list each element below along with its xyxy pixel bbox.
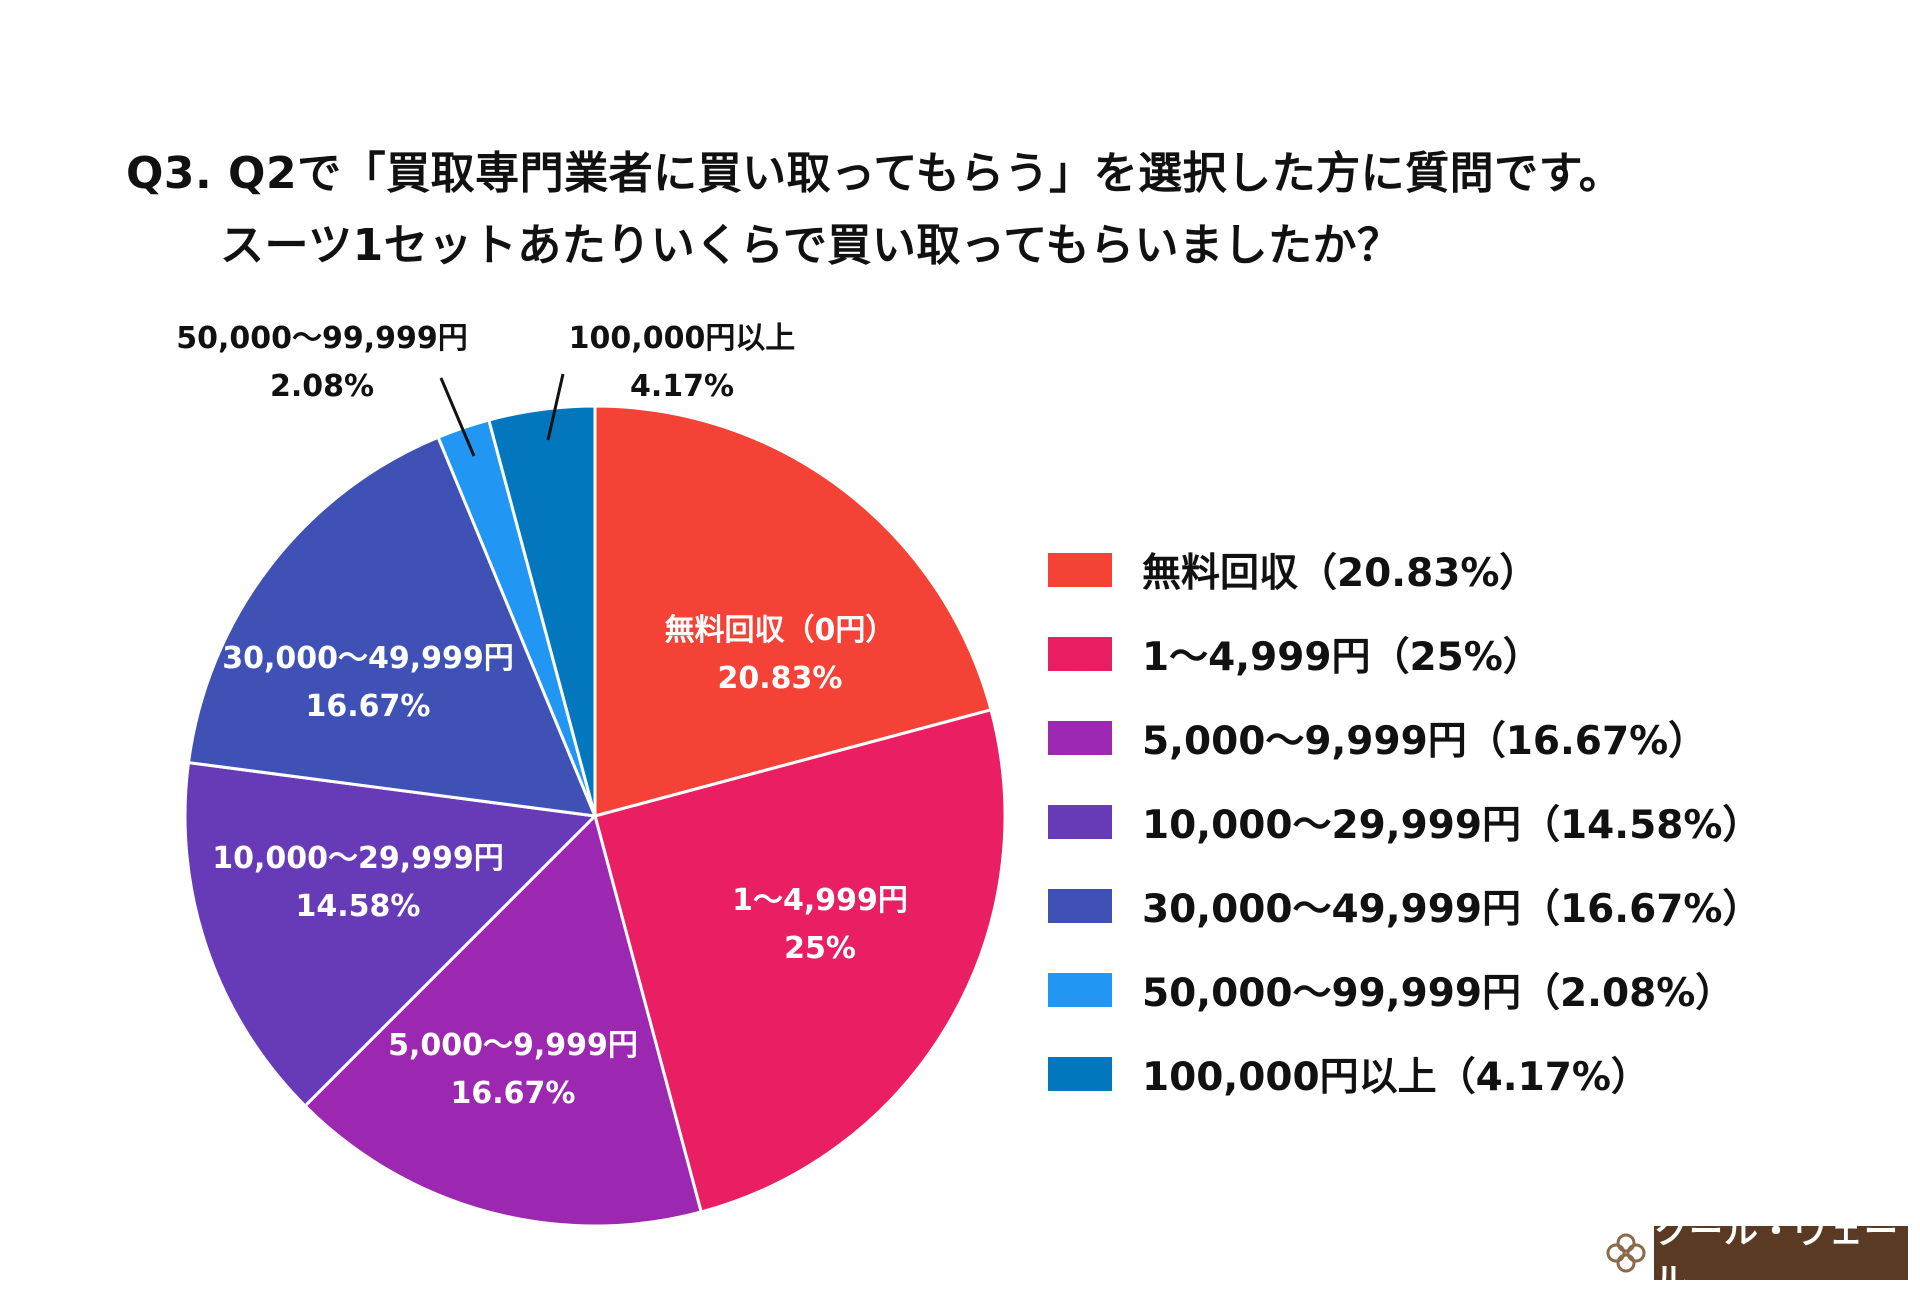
slice-label-5: 30,000〜49,999円 [222, 641, 514, 676]
title-line-1: Q3. Q2で「買取専門業者に買い取ってもらう」を選択した方に質問です。 [126, 148, 1624, 199]
leader-line-6 [439, 377, 476, 457]
slice-value-4: 14.58% [296, 889, 421, 924]
title-line-2: スーツ1セットあたりいくらで買い取ってもらいましたか？ [220, 220, 1402, 271]
pie-slice-7 [486, 404, 597, 817]
leader-line-7 [546, 373, 565, 441]
legend-swatch [1048, 973, 1112, 1007]
legend-swatch [1048, 553, 1112, 587]
legend-label: 50,000〜99,999円（2.08%） [1142, 971, 1735, 1016]
legend: 無料回収（20.83%） 1〜4,999円（25%） 5,000〜9,999円（16… [1048, 528, 1761, 1116]
slice-value-2: 25% [784, 931, 856, 966]
slice-label-1: 無料回収（0円） [665, 613, 896, 648]
legend-label: 10,000〜29,999円（14.58%） [1142, 803, 1762, 848]
legend-swatch [1048, 1057, 1112, 1091]
pie-slice-5 [186, 435, 598, 818]
legend-item-6: 50,000〜99,999円（2.08%） [1048, 948, 1761, 1032]
legend-label: 5,000〜9,999円（16.67%） [1142, 719, 1708, 764]
slice-label-6: 50,000〜99,999円 [176, 321, 468, 356]
legend-item-7: 100,000円以上（4.17%） [1048, 1032, 1761, 1116]
slice-label-2: 1〜4,999円 [732, 883, 908, 918]
legend-item-3: 5,000〜9,999円（16.67%） [1048, 696, 1761, 780]
legend-item-4: 10,000〜29,999円（14.58%） [1048, 780, 1761, 864]
logo-brand-text: クール・ヴェール [1654, 1212, 1908, 1301]
logo-emblem-icon [1598, 1226, 1654, 1280]
legend-swatch [1048, 889, 1112, 923]
pie-slice-2 [593, 707, 1007, 1214]
slice-value-3: 16.67% [451, 1076, 576, 1111]
legend-item-2: 1〜4,999円（25%） [1048, 612, 1761, 696]
legend-swatch [1048, 721, 1112, 755]
legend-item-1: 無料回収（20.83%） [1048, 528, 1761, 612]
slice-value-5: 16.67% [306, 689, 431, 724]
legend-swatch [1048, 805, 1112, 839]
pie-slice-1 [593, 404, 993, 818]
legend-label: 1〜4,999円（25%） [1142, 635, 1542, 680]
legend-swatch [1048, 637, 1112, 671]
slice-value-6: 2.08% [270, 369, 374, 404]
pie-slice-4 [183, 760, 599, 1109]
legend-label: 100,000円以上（4.17%） [1142, 1055, 1650, 1100]
legend-item-5: 30,000〜49,999円（16.67%） [1048, 864, 1761, 948]
chart-title: Q3. Q2で「買取専門業者に買い取ってもらう」を選択した方に質問です。 スーツ… [126, 138, 1623, 282]
slice-label-7: 100,000円以上 [569, 321, 796, 356]
slice-label-3: 5,000〜9,999円 [388, 1028, 638, 1063]
legend-label: 無料回収（20.83%） [1142, 551, 1539, 596]
slice-value-1: 20.83% [718, 661, 843, 696]
legend-label: 30,000〜49,999円（16.67%） [1142, 887, 1762, 932]
brand-logo: クール・ヴェール [1598, 1212, 1908, 1301]
slice-value-7: 4.17% [630, 369, 734, 404]
pie-slice-3 [302, 813, 704, 1228]
slice-label-4: 10,000〜29,999円 [212, 841, 504, 876]
